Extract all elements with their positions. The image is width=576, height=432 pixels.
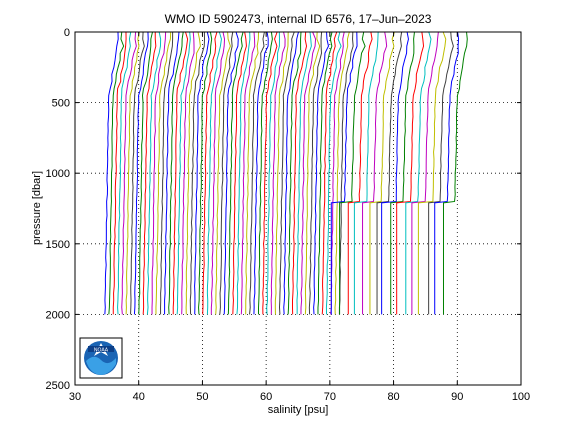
salinity-profile-line <box>417 31 447 315</box>
salinity-profile-line <box>317 31 333 315</box>
x-tick-label: 90 <box>451 391 463 403</box>
salinity-profile-line <box>108 31 125 315</box>
salinity-profile-line <box>202 31 218 315</box>
grid-lines <box>75 32 521 385</box>
salinity-profile-line <box>339 31 366 315</box>
y-tick-label: 1500 <box>46 239 70 251</box>
x-tick-label: 80 <box>387 391 399 403</box>
salinity-profile-line <box>296 31 312 315</box>
chart-title: WMO ID 5902473, internal ID 6576, 17–Jun… <box>165 12 432 26</box>
y-tick-label: 2000 <box>46 309 70 321</box>
salinity-profile-line <box>227 31 244 315</box>
y-tick-label: 0 <box>64 27 70 39</box>
salinity-profile-line <box>185 31 201 315</box>
salinity-profile-line <box>181 31 195 315</box>
salinity-profile-line <box>168 31 184 315</box>
salinity-profile-line <box>236 31 251 315</box>
salinity-profile-line <box>117 31 132 315</box>
salinity-profile-line <box>223 31 239 315</box>
salinity-profile-line <box>198 31 213 315</box>
x-tick-label: 50 <box>196 391 208 403</box>
salinity-profile-line <box>291 31 308 315</box>
salinity-profile-line <box>151 31 167 315</box>
salinity-profile-line <box>334 31 350 315</box>
salinity-profile-line <box>245 31 260 315</box>
salinity-profile-line <box>304 31 321 315</box>
salinity-profile-line <box>215 31 231 315</box>
salinity-profile-line <box>411 31 439 315</box>
noaa-logo: NOAA <box>79 337 123 379</box>
salinity-profile-line <box>130 31 145 315</box>
x-tick-label: 70 <box>324 391 336 403</box>
profile-lines <box>104 31 468 315</box>
salinity-profile-line <box>176 31 191 315</box>
y-tick-label: 2500 <box>46 380 70 392</box>
salinity-profile-line <box>347 31 373 315</box>
salinity-profile-line <box>405 31 432 315</box>
salinity-profile-line <box>428 31 454 315</box>
salinity-profile-line <box>189 31 206 315</box>
salinity-profile-line <box>257 31 273 315</box>
salinity-profile-line <box>270 31 286 315</box>
salinity-profile-line <box>219 31 234 315</box>
salinity-profile-line <box>283 31 299 315</box>
salinity-profile-line <box>206 31 222 315</box>
x-axis-label: salinity [psu] <box>268 404 329 416</box>
x-tick-label: 60 <box>260 391 272 403</box>
salinity-profile-line <box>338 31 354 315</box>
salinity-profile-line <box>369 31 395 315</box>
salinity-profile-line <box>172 31 189 315</box>
salinity-profile-line <box>249 31 265 315</box>
salinity-profile-line <box>240 31 256 315</box>
salinity-profile-line <box>232 31 247 315</box>
salinity-profile-line <box>274 31 289 315</box>
salinity-profile-line <box>362 31 388 315</box>
salinity-profile-line <box>330 31 358 315</box>
salinity-profile-line <box>194 31 210 315</box>
salinity-profile-line <box>287 31 302 315</box>
salinity-profile-line <box>104 31 119 315</box>
plot-frame <box>74 31 522 386</box>
salinity-profile-line <box>133 31 149 315</box>
salinity-profile-line <box>142 31 157 315</box>
salinity-profile-line <box>353 31 379 315</box>
salinity-profile-line <box>164 31 180 315</box>
salinity-profile-line <box>146 31 162 315</box>
salinity-profile-line <box>396 31 425 315</box>
salinity-profile-line <box>253 31 269 315</box>
noaa-logo-text: NOAA <box>94 348 109 354</box>
salinity-profile-line <box>321 31 338 315</box>
salinity-profile-line <box>325 31 342 315</box>
salinity-profile-line <box>381 31 409 315</box>
salinity-profile-line <box>262 31 278 315</box>
salinity-profile-line <box>278 31 295 315</box>
salinity-profile-line <box>125 31 140 315</box>
salinity-profile-line <box>376 31 403 315</box>
salinity-profile-line <box>155 31 172 315</box>
salinity-profile-line <box>210 31 226 315</box>
y-axis-label: pressure [dbar] <box>31 171 43 245</box>
salinity-profile-line <box>442 31 468 315</box>
x-tick-label: 40 <box>133 391 145 403</box>
salinity-profile-line <box>121 31 137 315</box>
y-tick-label: 1000 <box>46 168 70 180</box>
x-tick-label: 100 <box>512 391 530 403</box>
salinity-profile-line <box>112 31 127 315</box>
salinity-profile-line <box>390 31 415 315</box>
y-tick-label: 500 <box>52 98 70 110</box>
salinity-profile-line <box>138 31 153 315</box>
salinity-profile-line <box>308 31 323 315</box>
salinity-profile-line <box>160 31 174 315</box>
x-tick-label: 30 <box>69 391 81 403</box>
salinity-profile-line <box>300 31 317 315</box>
salinity-profile-line <box>266 31 280 315</box>
salinity-profile-line <box>434 31 460 315</box>
salinity-profile-line <box>313 31 330 315</box>
